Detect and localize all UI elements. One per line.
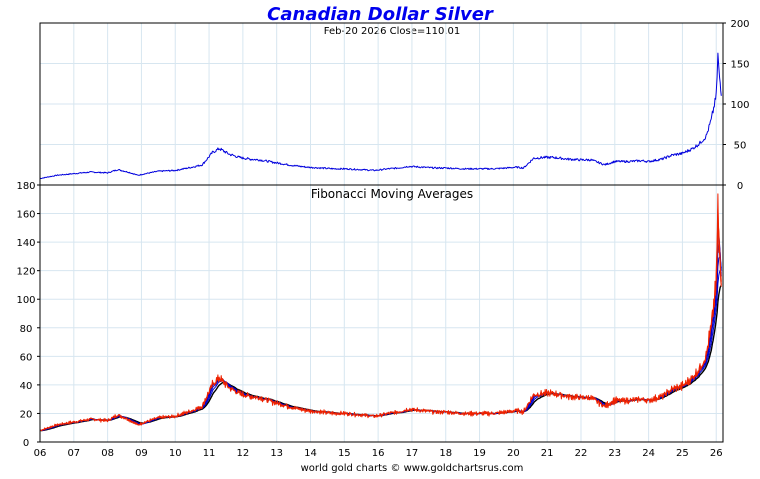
- y-tick-label: 150: [730, 60, 749, 71]
- x-tick-label: 13: [270, 448, 283, 459]
- bottom-panel-frame: [39, 184, 724, 443]
- y-tick-label: 120: [16, 267, 35, 278]
- y-tick-label: 100: [730, 100, 749, 111]
- x-tick-label: 17: [406, 448, 419, 459]
- y-tick-label: 100: [16, 295, 35, 306]
- x-tick-label: 06: [34, 448, 47, 459]
- x-tick-label: 19: [473, 448, 486, 459]
- x-tick-label: 24: [642, 448, 655, 459]
- x-tick-label: 25: [676, 448, 689, 459]
- y-tick-label: 80: [20, 324, 33, 335]
- bottom-panel-grid: [39, 184, 723, 443]
- x-tick-label: 10: [169, 448, 182, 459]
- x-tick-label: 09: [135, 448, 148, 459]
- series-line-ma-89: [39, 269, 722, 432]
- y-tick-label: 40: [20, 381, 33, 392]
- x-tick-label: 15: [338, 448, 351, 459]
- x-tick-label: 18: [439, 448, 452, 459]
- bottom-y-axis: 180 160 140 120 100 80 60 40 20 0: [16, 181, 40, 449]
- x-tick-label: 16: [372, 448, 385, 459]
- top-panel-plot: [39, 52, 722, 179]
- y-tick-label: 140: [16, 238, 35, 249]
- x-tick-label: 14: [304, 448, 317, 459]
- series-line-ma-34: [39, 243, 722, 432]
- series-line-price: [39, 52, 722, 179]
- x-tick-label: 08: [101, 448, 114, 459]
- x-tick-label: 26: [710, 448, 723, 459]
- x-tick-label: 20: [507, 448, 520, 459]
- series-line-ma-3: [39, 193, 722, 432]
- y-tick-label: 20: [20, 409, 33, 420]
- top-y-axis: 200 150 100 50 0: [723, 19, 750, 192]
- x-axis: 06 07 08 09 10 11 12 13 14 15 16 17 18 19 20 21 22 23 24 25…: [34, 448, 723, 459]
- y-tick-label: 160: [16, 210, 35, 221]
- bottom-panel-plot: [39, 193, 722, 432]
- x-tick-label: 22: [575, 448, 588, 459]
- series-line-ma-55: [39, 256, 722, 432]
- y-tick-label: 50: [734, 141, 747, 152]
- chart-subtitle: Feb-20 2026 Close=110.01: [324, 26, 460, 37]
- y-tick-label: 0: [737, 181, 743, 192]
- y-tick-label: 200: [730, 19, 749, 30]
- chart-title: Canadian Dollar Silver: [267, 4, 494, 25]
- y-tick-label: 60: [20, 352, 33, 363]
- x-tick-label: 07: [67, 448, 80, 459]
- x-tick-label: 11: [203, 448, 216, 459]
- x-tick-label: 23: [608, 448, 621, 459]
- bottom-panel-title: Fibonacci Moving Averages: [311, 187, 473, 201]
- footer-credit: world gold charts © www.goldchartsrus.co…: [301, 463, 524, 474]
- series-line-ma-144: [40, 285, 722, 432]
- x-tick-label: 21: [541, 448, 554, 459]
- y-tick-label: 0: [23, 438, 29, 449]
- x-tick-label: 12: [237, 448, 250, 459]
- top-panel-grid: [39, 22, 723, 186]
- y-tick-label: 180: [16, 181, 35, 192]
